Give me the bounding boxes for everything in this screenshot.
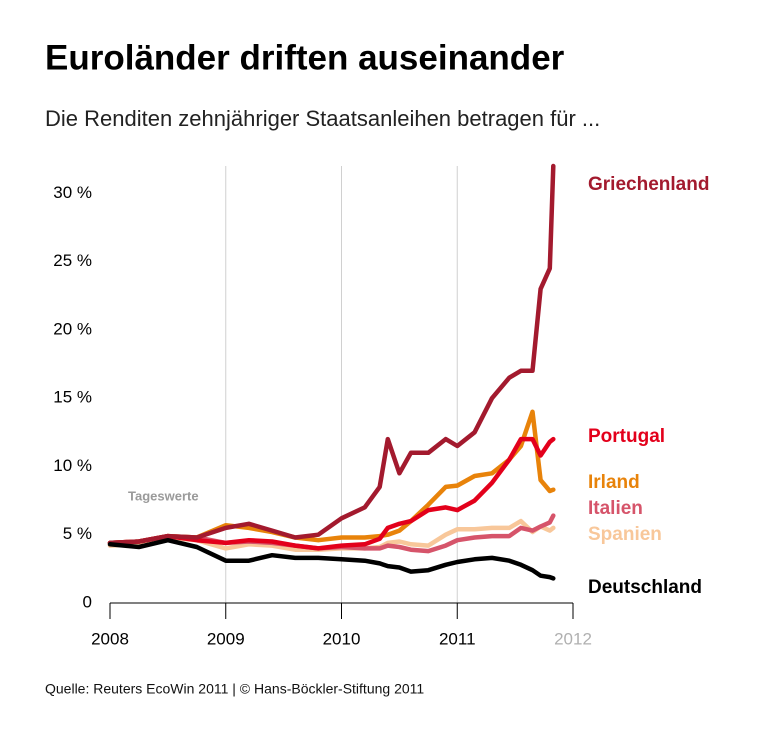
legend-label: Griechenland — [588, 174, 709, 195]
y-tick-label: 5 % — [63, 524, 92, 543]
line — [107, 436, 556, 551]
legend-label: Italien — [588, 498, 643, 519]
x-tick-label: 2008 — [91, 629, 129, 648]
legend-label: Deutschland — [588, 577, 702, 598]
legend-label: Spanien — [588, 524, 662, 545]
x-tick-label: 2010 — [323, 629, 361, 648]
chart-title: Euroländer driften auseinander — [45, 38, 565, 77]
source: Quelle: Reuters EcoWin 2011 | © Hans-Böc… — [45, 681, 424, 697]
annotation: Tageswerte — [128, 488, 199, 503]
x-tick-label: 2011 — [439, 629, 476, 648]
y-tick-label: 0 — [83, 592, 92, 611]
y-tick-label: 20 % — [53, 319, 92, 338]
x-tick-label: 2012 — [554, 629, 592, 648]
line — [107, 518, 556, 552]
chart-subtitle: Die Renditen zehnjähriger Staatsanleihen… — [45, 106, 600, 131]
line — [107, 163, 556, 546]
y-tick-label: 10 % — [53, 456, 92, 475]
legend-label: Portugal — [588, 426, 665, 447]
x-tick-label: 2009 — [207, 629, 245, 648]
y-tick-label: 15 % — [53, 388, 92, 407]
y-tick-label: 25 % — [53, 251, 92, 270]
legend-label: Irland — [588, 472, 640, 493]
line — [107, 537, 556, 581]
y-tick-label: 30 % — [53, 183, 92, 202]
